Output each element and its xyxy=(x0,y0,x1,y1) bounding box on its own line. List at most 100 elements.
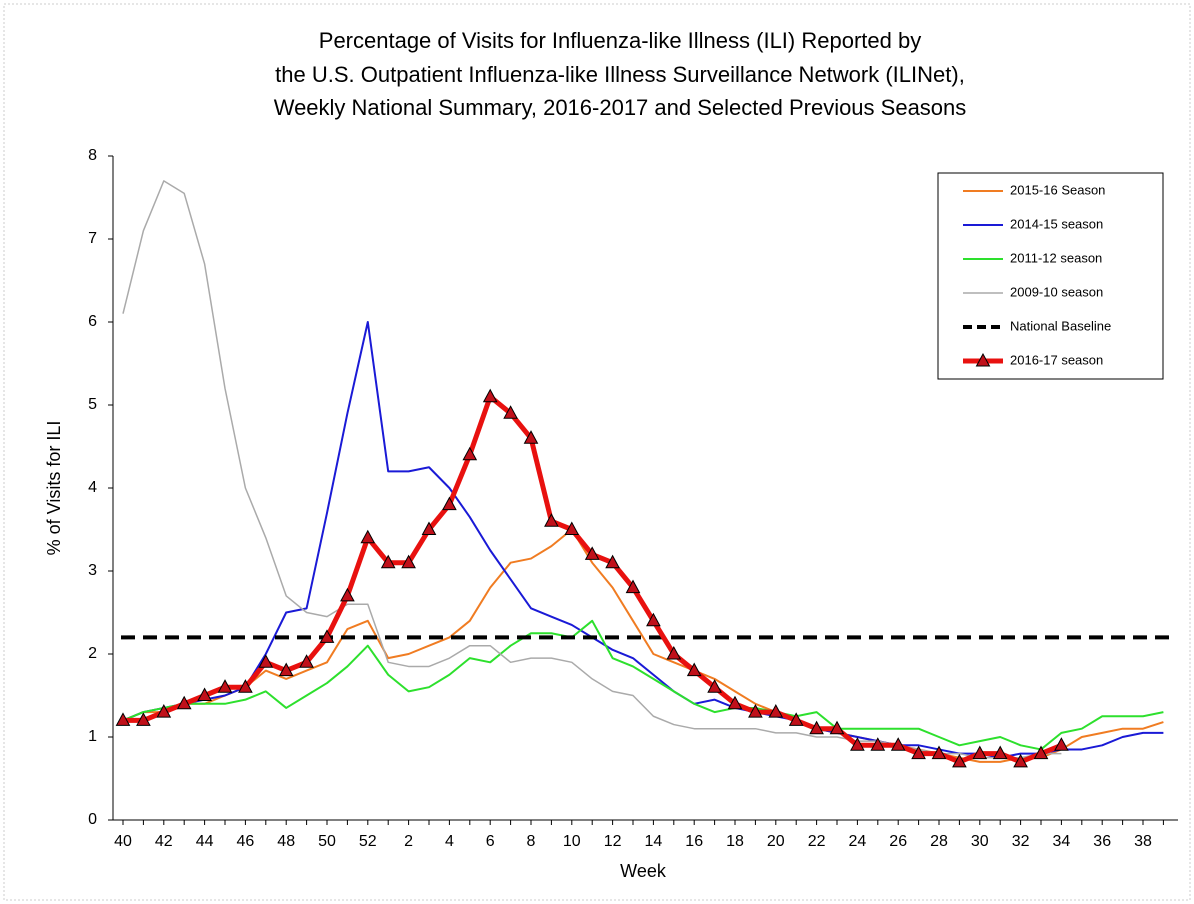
x-tick-label: 8 xyxy=(527,833,536,850)
x-tick-label: 18 xyxy=(726,833,744,850)
chart-title: Percentage of Visits for Influenza-like … xyxy=(319,28,921,53)
marker xyxy=(1033,745,1049,760)
y-tick-label: 1 xyxy=(88,728,97,745)
marker xyxy=(544,513,559,527)
marker xyxy=(727,695,743,710)
x-tick-label: 6 xyxy=(486,833,495,850)
marker xyxy=(911,745,926,760)
x-axis-label: Week xyxy=(620,861,667,881)
series-line xyxy=(123,394,1063,765)
chart-title: the U.S. Outpatient Influenza-like Illne… xyxy=(275,62,965,87)
marker xyxy=(217,679,233,693)
legend-label: 2009-10 season xyxy=(1010,284,1103,299)
marker xyxy=(584,546,600,560)
y-axis-label: % of Visits for ILI xyxy=(44,421,64,556)
legend-label: 2016-17 season xyxy=(1010,352,1103,367)
x-tick-label: 12 xyxy=(604,833,622,850)
x-tick-label: 24 xyxy=(849,833,867,850)
marker xyxy=(646,612,661,627)
marker xyxy=(238,679,253,693)
frame xyxy=(3,3,1191,901)
marker xyxy=(788,712,804,726)
x-tick-label: 20 xyxy=(767,833,785,850)
y-tick-label: 7 xyxy=(88,230,97,247)
legend-label: 2011-12 season xyxy=(1010,250,1102,265)
marker xyxy=(850,737,865,751)
marker xyxy=(197,687,212,701)
x-tick-label: 22 xyxy=(808,833,826,850)
x-tick-label: 34 xyxy=(1053,833,1071,850)
legend-label: 2015-16 Season xyxy=(1010,182,1105,197)
marker xyxy=(156,704,172,718)
chart-title: Weekly National Summary, 2016-2017 and S… xyxy=(274,95,967,120)
marker xyxy=(931,745,947,760)
marker xyxy=(748,704,763,718)
marker xyxy=(564,521,580,535)
x-tick-label: 16 xyxy=(685,833,703,850)
marker xyxy=(829,720,845,735)
marker xyxy=(890,737,906,751)
x-tick-label: 50 xyxy=(318,833,336,850)
marker xyxy=(340,587,355,602)
marker xyxy=(952,753,967,768)
marker xyxy=(462,446,478,461)
x-tick-label: 48 xyxy=(277,833,295,850)
marker xyxy=(1054,737,1069,751)
y-tick-label: 3 xyxy=(88,562,97,579)
marker xyxy=(401,554,416,569)
marker xyxy=(503,405,518,419)
legend-label: National Baseline xyxy=(1010,318,1111,333)
marker xyxy=(707,679,722,693)
x-tick-label: 42 xyxy=(155,833,173,850)
y-tick-label: 8 xyxy=(88,147,97,164)
y-tick-label: 2 xyxy=(88,645,97,662)
x-tick-label: 26 xyxy=(889,833,907,850)
marker xyxy=(523,430,539,444)
marker xyxy=(809,720,824,735)
x-tick-label: 30 xyxy=(971,833,989,850)
x-tick-label: 4 xyxy=(445,833,454,850)
marker xyxy=(1013,753,1028,768)
x-tick-label: 52 xyxy=(359,833,377,850)
x-tick-label: 44 xyxy=(196,833,214,850)
y-tick-label: 6 xyxy=(88,313,97,330)
y-tick-label: 5 xyxy=(88,396,97,413)
marker xyxy=(768,704,784,718)
marker xyxy=(176,695,192,710)
marker xyxy=(666,645,682,660)
marker xyxy=(115,712,131,726)
marker xyxy=(972,745,988,760)
marker xyxy=(299,654,314,668)
x-tick-label: 32 xyxy=(1012,833,1030,850)
x-tick-label: 10 xyxy=(563,833,581,850)
x-tick-label: 28 xyxy=(930,833,948,850)
marker xyxy=(380,554,396,569)
x-tick-label: 38 xyxy=(1134,833,1152,850)
x-tick-label: 36 xyxy=(1093,833,1111,850)
legend-marker xyxy=(975,352,991,367)
marker xyxy=(136,712,151,726)
legend-label: 2014-15 season xyxy=(1010,216,1103,231)
marker xyxy=(870,737,886,751)
legend-box xyxy=(937,172,1164,380)
marker xyxy=(258,654,274,668)
marker xyxy=(319,629,335,643)
marker xyxy=(992,745,1008,760)
marker xyxy=(605,554,620,569)
series-line xyxy=(122,321,1164,759)
y-tick-label: 0 xyxy=(88,811,97,828)
marker xyxy=(686,662,702,677)
marker xyxy=(278,662,294,677)
y-tick-label: 4 xyxy=(88,479,97,496)
series-line xyxy=(122,619,1164,751)
x-tick-label: 40 xyxy=(114,833,132,850)
x-tick-label: 46 xyxy=(237,833,255,850)
x-tick-label: 14 xyxy=(645,833,663,850)
marker xyxy=(421,521,437,535)
marker xyxy=(442,496,457,511)
x-tick-label: 2 xyxy=(404,833,413,850)
marker xyxy=(360,529,376,544)
marker xyxy=(625,579,641,594)
series-line xyxy=(122,528,1164,763)
